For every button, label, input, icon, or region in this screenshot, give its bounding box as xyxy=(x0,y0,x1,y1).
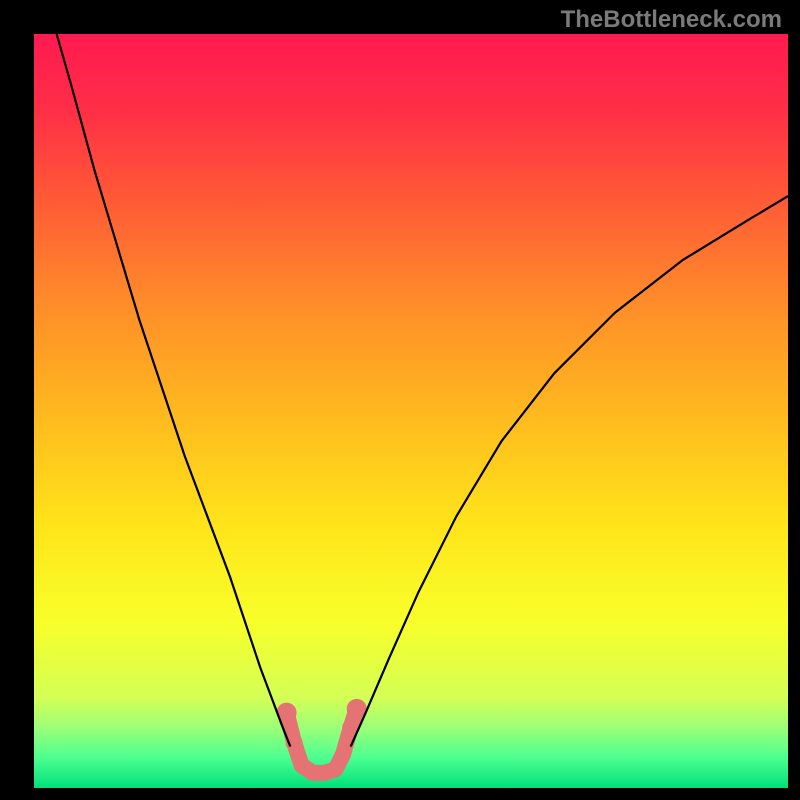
curve-left xyxy=(57,34,291,747)
curve-right xyxy=(351,196,788,746)
chart-root: TheBottleneck.com xyxy=(0,0,800,800)
watermark-text: TheBottleneck.com xyxy=(561,6,782,34)
chart-svg xyxy=(0,0,800,800)
